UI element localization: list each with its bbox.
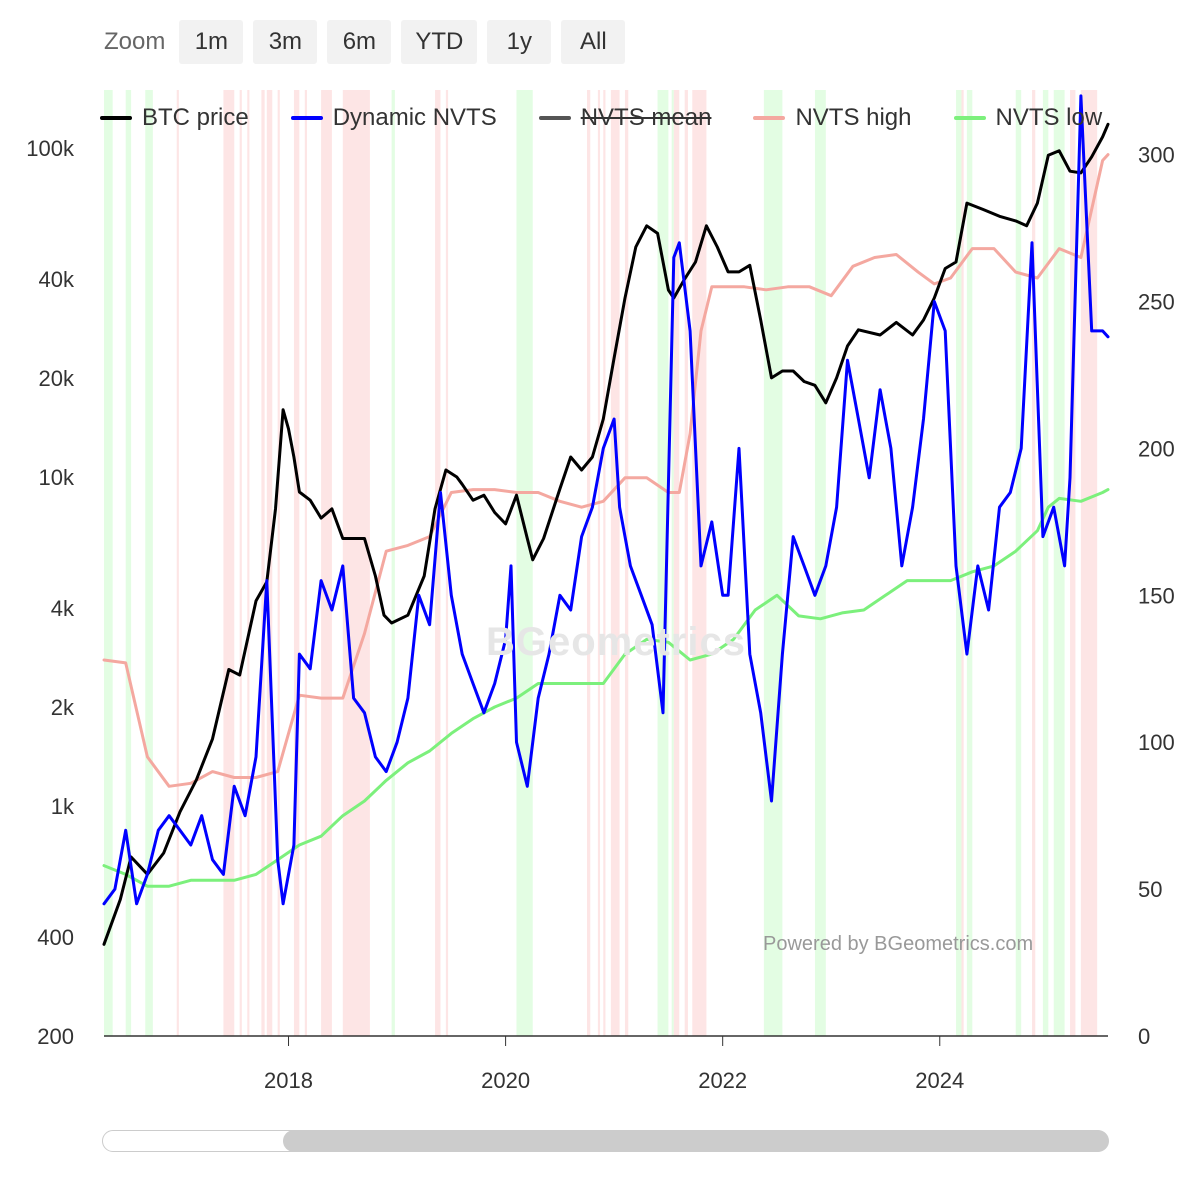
zoom-1y-button[interactable]: 1y [487, 20, 552, 64]
signal-band-green [657, 90, 669, 1036]
signal-band-red [239, 90, 242, 1036]
series-line-btc-price [102, 122, 1110, 946]
legend-swatch [753, 116, 786, 120]
zoom-6m-button[interactable]: 6m [327, 20, 392, 64]
legend-swatch [100, 116, 132, 120]
x-tick-label: 2022 [698, 1068, 747, 1093]
signal-band-green [1015, 90, 1022, 1036]
right-y-tick-label: 200 [1138, 436, 1175, 461]
legend-item-nvts-mean[interactable]: NVTS mean [538, 104, 712, 132]
legend-item-nvts-high[interactable]: NVTS high [753, 104, 912, 132]
signal-band-red [1080, 90, 1098, 1036]
right-y-tick-label: 250 [1138, 290, 1175, 315]
left-y-tick-label: 100k [26, 136, 75, 161]
signal-band-red [261, 90, 265, 1036]
right-y-tick-label: 150 [1138, 583, 1175, 608]
legend: BTC price Dynamic NVTS NVTS mean NVTS hi… [100, 104, 1144, 132]
left-y-tick-label: 1k [51, 794, 75, 819]
credit-text: Powered by BGeometrics.com [763, 933, 1034, 955]
series-line-dynamic-nvts [102, 94, 1110, 906]
left-y-tick-label: 4k [51, 596, 75, 621]
right-y-tick-label: 100 [1138, 730, 1175, 755]
signal-band-red [597, 90, 601, 1036]
scrollbar-thumb[interactable] [283, 1130, 1109, 1152]
signal-band-green [516, 90, 533, 1036]
signal-band-green [125, 90, 132, 1036]
left-y-tick-label: 200 [37, 1024, 74, 1049]
signal-band-red [1070, 90, 1076, 1036]
signal-band-red [277, 90, 280, 1036]
signal-band-red [603, 90, 606, 1036]
signal-band-green [966, 90, 973, 1036]
right-y-tick-label: 300 [1138, 143, 1175, 168]
zoom-ytd-button[interactable]: YTD [401, 20, 478, 64]
x-tick-label: 2020 [481, 1068, 530, 1093]
series-line-nvts-high [102, 153, 1110, 788]
x-tick-label: 2018 [264, 1068, 313, 1093]
legend-label: Dynamic NVTS [332, 104, 497, 131]
signal-band-green [391, 90, 395, 1036]
zoom-all-button[interactable]: All [561, 20, 626, 64]
signal-band-green [1053, 90, 1065, 1036]
left-y-tick-label: 400 [37, 925, 74, 950]
signal-band-red [223, 90, 235, 1036]
left-y-tick-label: 2k [51, 695, 75, 720]
legend-label: BTC price [142, 104, 249, 131]
legend-swatch [953, 116, 986, 120]
watermark: BGeometrics [486, 620, 746, 664]
signal-band-red [684, 90, 688, 1036]
signal-band-red [673, 90, 680, 1036]
signal-band-red [435, 90, 441, 1036]
signal-band-green [145, 90, 153, 1036]
left-y-tick-label: 10k [39, 465, 75, 490]
left-y-tick-label: 20k [39, 366, 75, 391]
signal-band-red [304, 90, 307, 1036]
right-y-tick-label: 0 [1138, 1024, 1150, 1049]
signal-band-green [956, 90, 962, 1036]
signal-band-red [176, 90, 179, 1036]
navigator-scrollbar[interactable] [102, 1130, 1109, 1152]
signal-band-red [342, 90, 370, 1036]
legend-label: NVTS high [795, 104, 912, 131]
signal-band-green [104, 90, 113, 1036]
left-y-tick-label: 40k [39, 267, 75, 292]
signal-band-red [1032, 90, 1036, 1036]
right-y-tick-label: 50 [1138, 877, 1162, 902]
signal-band-red [321, 90, 332, 1036]
signal-band-red [247, 90, 250, 1036]
signal-band-green [814, 90, 826, 1036]
signal-band-red [624, 90, 629, 1036]
legend-label: NVTS low [995, 104, 1103, 131]
legend-item-nvts-low[interactable]: NVTS low [953, 104, 1103, 132]
zoom-label: Zoom [104, 28, 166, 55]
signal-band-red [587, 90, 591, 1036]
legend-swatch [290, 116, 323, 120]
signal-band-green [671, 90, 674, 1036]
signal-band-green [763, 90, 783, 1036]
zoom-3m-button[interactable]: 3m [253, 20, 318, 64]
legend-item-btc-price[interactable]: BTC price [100, 104, 249, 132]
signal-band-green [1042, 90, 1049, 1036]
signal-band-red [610, 90, 620, 1036]
zoom-bar: Zoom 1m 3m 6m YTD 1y All [104, 20, 626, 64]
x-tick-label: 2024 [915, 1068, 964, 1093]
signal-band-red [961, 90, 964, 1036]
legend-item-dynamic-nvts[interactable]: Dynamic NVTS [290, 104, 497, 132]
legend-swatch [538, 116, 571, 120]
legend-label: NVTS mean [580, 104, 712, 131]
signal-band-red [293, 90, 300, 1036]
zoom-1m-button[interactable]: 1m [179, 20, 244, 64]
